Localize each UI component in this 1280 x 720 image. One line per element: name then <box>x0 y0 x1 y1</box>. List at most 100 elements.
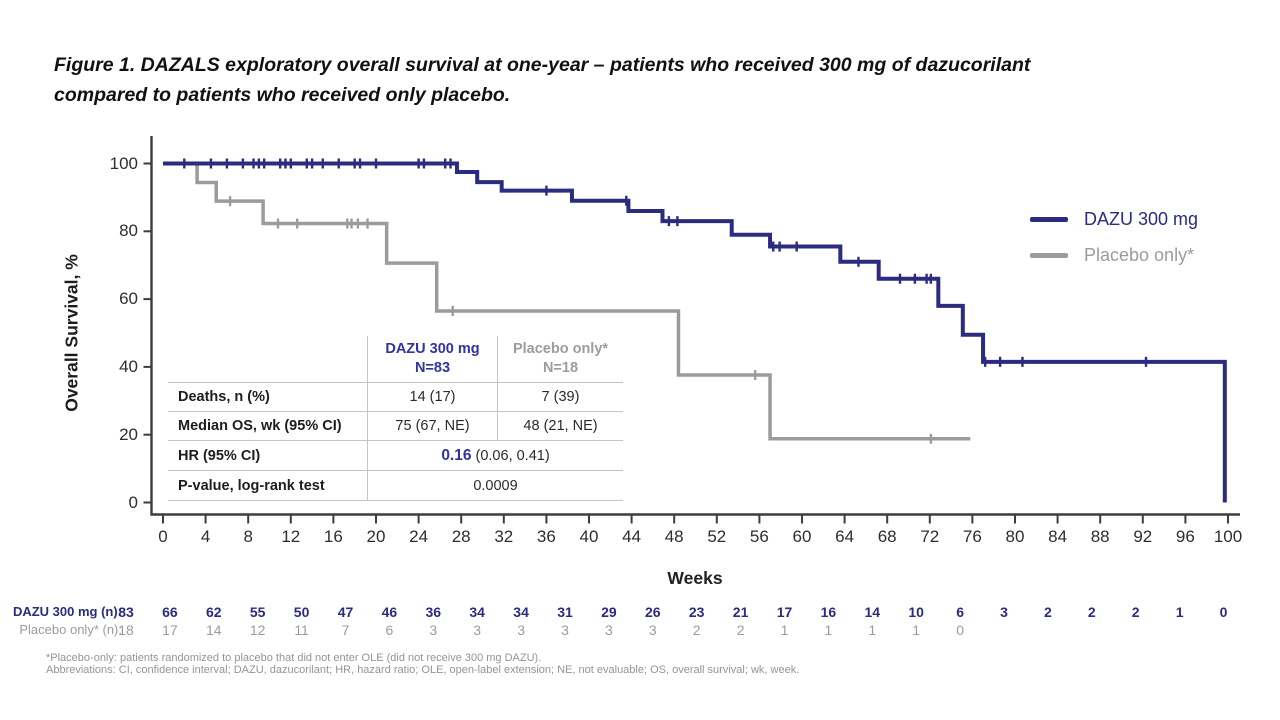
stats-median-os-dazu: 75 (67, NE) <box>368 412 498 441</box>
at-risk-count-dazu: 2 <box>1131 604 1140 620</box>
x-tick-label: 40 <box>579 527 599 546</box>
x-tick-label: 4 <box>200 527 211 546</box>
stats-hr-point-estimate: 0.16 <box>441 446 472 464</box>
at-risk-count-dazu: 55 <box>249 604 266 620</box>
footnote-abbreviations: Abbreviations: CI, confidence interval; … <box>46 664 800 676</box>
at-risk-count-dazu: 17 <box>776 604 793 620</box>
at-risk-count-placebo: 14 <box>206 622 222 638</box>
stats-row-label-pvalue: P-value, log-rank test <box>168 471 368 501</box>
at-risk-count-placebo: 2 <box>736 622 745 638</box>
at-risk-count-dazu: 83 <box>118 604 134 620</box>
at-risk-count-dazu: 46 <box>381 604 398 620</box>
at-risk-count-dazu: 14 <box>864 604 881 620</box>
x-tick-label: 56 <box>749 527 769 546</box>
stats-header-placebo-name: Placebo only* <box>512 341 609 358</box>
legend-item-dazu: DAZU 300 mg <box>1030 206 1198 232</box>
at-risk-label-placebo: Placebo only* (n): <box>19 622 122 637</box>
stats-hr-ci: (0.06, 0.41) <box>475 447 550 464</box>
at-risk-count-placebo: 3 <box>473 622 482 638</box>
x-tick-label: 36 <box>536 527 556 546</box>
at-risk-count-placebo: 1 <box>824 622 833 638</box>
at-risk-count-dazu: 6 <box>956 604 964 620</box>
figure-title-line2: compared to patients who received only p… <box>54 84 511 107</box>
at-risk-count-dazu: 34 <box>513 604 529 620</box>
at-risk-count-dazu: 1 <box>1175 604 1184 620</box>
at-risk-count-dazu: 21 <box>732 604 749 620</box>
at-risk-count-dazu: 26 <box>645 604 661 620</box>
y-tick-label: 0 <box>128 492 138 512</box>
km-curve-dazu-300 <box>163 161 1227 503</box>
stats-header-dazu-name: DAZU 300 mg <box>385 341 480 358</box>
x-tick-label: 100 <box>1213 527 1243 546</box>
at-risk-label-dazu: DAZU 300 mg (n): <box>12 604 122 619</box>
at-risk-count-placebo: 3 <box>429 622 438 638</box>
at-risk-count-dazu: 29 <box>601 604 617 620</box>
x-tick-label: 32 <box>494 527 514 546</box>
at-risk-count-placebo: 3 <box>517 622 525 638</box>
at-risk-count-dazu: 0 <box>1219 604 1228 620</box>
x-tick-label: 24 <box>409 527 429 546</box>
x-tick-label: 60 <box>792 527 812 546</box>
at-risk-count-dazu: 50 <box>293 604 310 620</box>
x-tick-label: 12 <box>281 527 301 546</box>
at-risk-count-dazu: 23 <box>688 604 705 620</box>
legend-line-swatch-placebo <box>1030 252 1068 258</box>
at-risk-count-placebo: 0 <box>956 622 964 638</box>
stats-row-label-hr: HR (95% CI) <box>168 441 368 471</box>
x-tick-label: 88 <box>1090 527 1110 546</box>
km-curve-placebo-only <box>163 161 971 441</box>
y-tick-label: 100 <box>109 153 138 173</box>
x-tick-label: 68 <box>877 527 897 546</box>
legend-line-swatch-dazu <box>1030 216 1068 222</box>
at-risk-count-dazu: 62 <box>206 604 222 620</box>
at-risk-count-placebo: 17 <box>162 622 178 638</box>
at-risk-count-dazu: 3 <box>1000 604 1008 620</box>
x-tick-label: 28 <box>451 527 471 546</box>
at-risk-count-dazu: 2 <box>1043 604 1052 620</box>
y-tick-label: 60 <box>119 289 138 309</box>
at-risk-count-dazu: 47 <box>337 604 354 620</box>
y-tick-label: 20 <box>119 424 138 444</box>
legend: DAZU 300 mg Placebo only* <box>1030 206 1198 278</box>
at-risk-count-placebo: 7 <box>341 622 350 638</box>
x-tick-label: 44 <box>622 527 642 546</box>
at-risk-count-dazu: 36 <box>425 604 442 620</box>
at-risk-count-placebo: 3 <box>561 622 569 638</box>
footnote-placebo-definition: *Placebo-only: patients randomized to pl… <box>46 652 542 664</box>
x-tick-label: 16 <box>323 527 343 546</box>
figure-title-line1: Figure 1. DAZALS exploratory overall sur… <box>54 54 1031 76</box>
at-risk-count-placebo: 1 <box>868 622 877 638</box>
at-risk-count-dazu: 16 <box>820 604 837 620</box>
x-tick-label: 0 <box>158 527 168 546</box>
x-tick-label: 52 <box>707 527 727 546</box>
x-tick-label: 76 <box>962 527 982 546</box>
stats-row-label-median-os: Median OS, wk (95% CI) <box>168 412 368 441</box>
at-risk-count-placebo: 1 <box>912 622 921 638</box>
stats-pvalue: 0.0009 <box>368 471 623 501</box>
at-risk-count-placebo: 18 <box>118 622 134 638</box>
at-risk-count-placebo: 6 <box>385 622 394 638</box>
x-tick-label: 96 <box>1175 527 1195 546</box>
legend-label-dazu: DAZU 300 mg <box>1084 208 1199 229</box>
x-tick-label: 84 <box>1048 527 1068 546</box>
legend-label-placebo: Placebo only* <box>1084 244 1195 265</box>
figure-title: Figure 1. DAZALS exploratory overall sur… <box>54 50 1214 110</box>
at-risk-count-dazu: 10 <box>908 604 924 620</box>
x-tick-label: 20 <box>366 527 386 546</box>
x-tick-label: 8 <box>243 527 253 546</box>
axes <box>150 136 1240 516</box>
at-risk-count-placebo: 11 <box>294 622 309 638</box>
stats-deaths-dazu: 14 (17) <box>368 383 498 412</box>
stats-deaths-placebo: 7 (39) <box>498 383 623 412</box>
at-risk-count-dazu: 31 <box>557 604 573 620</box>
at-risk-count-dazu: 66 <box>162 604 178 620</box>
at-risk-count-placebo: 12 <box>249 622 266 638</box>
at-risk-count-dazu: 34 <box>469 604 485 620</box>
stats-table: DAZU 300 mg N=83 Placebo only* N=18 Deat… <box>168 336 623 501</box>
stats-header-dazu: DAZU 300 mg N=83 <box>368 336 498 383</box>
x-tick-label: 80 <box>1005 527 1025 546</box>
y-tick-label: 40 <box>119 356 138 376</box>
y-axis-title: Overall Survival, % <box>61 254 82 412</box>
